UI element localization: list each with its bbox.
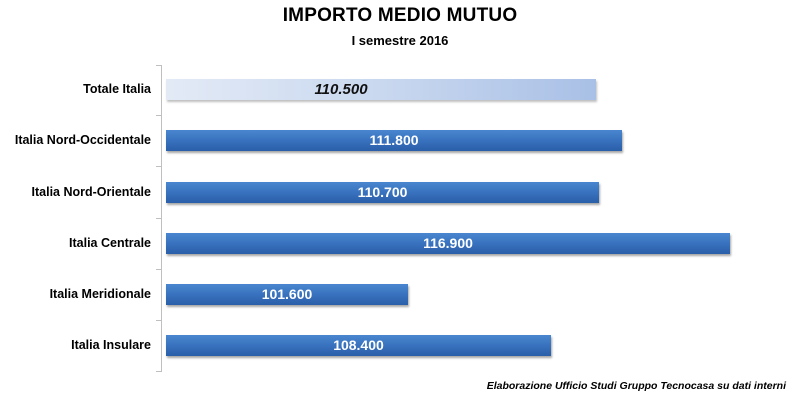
bar-meridionale: 101.600 (166, 284, 408, 305)
category-axis-line (161, 65, 162, 372)
category-label: Italia Meridionale (49, 287, 151, 301)
bar-totale-italia: 110.500 (166, 79, 596, 100)
bar-nord-occidentale: 111.800 (166, 130, 622, 151)
bar-value-label: 116.900 (423, 235, 473, 251)
axis-tick (156, 371, 161, 372)
bar-value-label: 110.500 (314, 81, 368, 98)
category-label: Italia Centrale (69, 236, 151, 250)
axis-tick (156, 65, 161, 66)
axis-tick (156, 115, 161, 116)
axis-tick (156, 320, 161, 321)
bar-nord-orientale: 110.700 (166, 182, 599, 203)
category-label: Italia Nord-Occidentale (14, 133, 151, 147)
bar-value-label: 108.400 (333, 337, 384, 353)
bar-value-label: 110.700 (357, 184, 408, 200)
source-note: Elaborazione Ufficio Studi Gruppo Tecnoc… (486, 380, 786, 392)
bar-value-label: 101.600 (261, 286, 313, 302)
axis-tick (156, 166, 161, 167)
category-label: Italia Insulare (71, 338, 151, 352)
bar-centrale: 116.900 (166, 233, 730, 254)
axis-tick (156, 218, 161, 219)
bar-insulare: 108.400 (166, 335, 551, 356)
chart-subtitle: I semestre 2016 (351, 33, 449, 48)
chart-title: IMPORTO MEDIO MUTUO (282, 5, 518, 26)
category-label: Totale Italia (83, 82, 151, 96)
category-label: Italia Nord-Orientale (31, 185, 151, 199)
bar-value-label: 111.800 (369, 132, 419, 148)
axis-tick (156, 269, 161, 270)
